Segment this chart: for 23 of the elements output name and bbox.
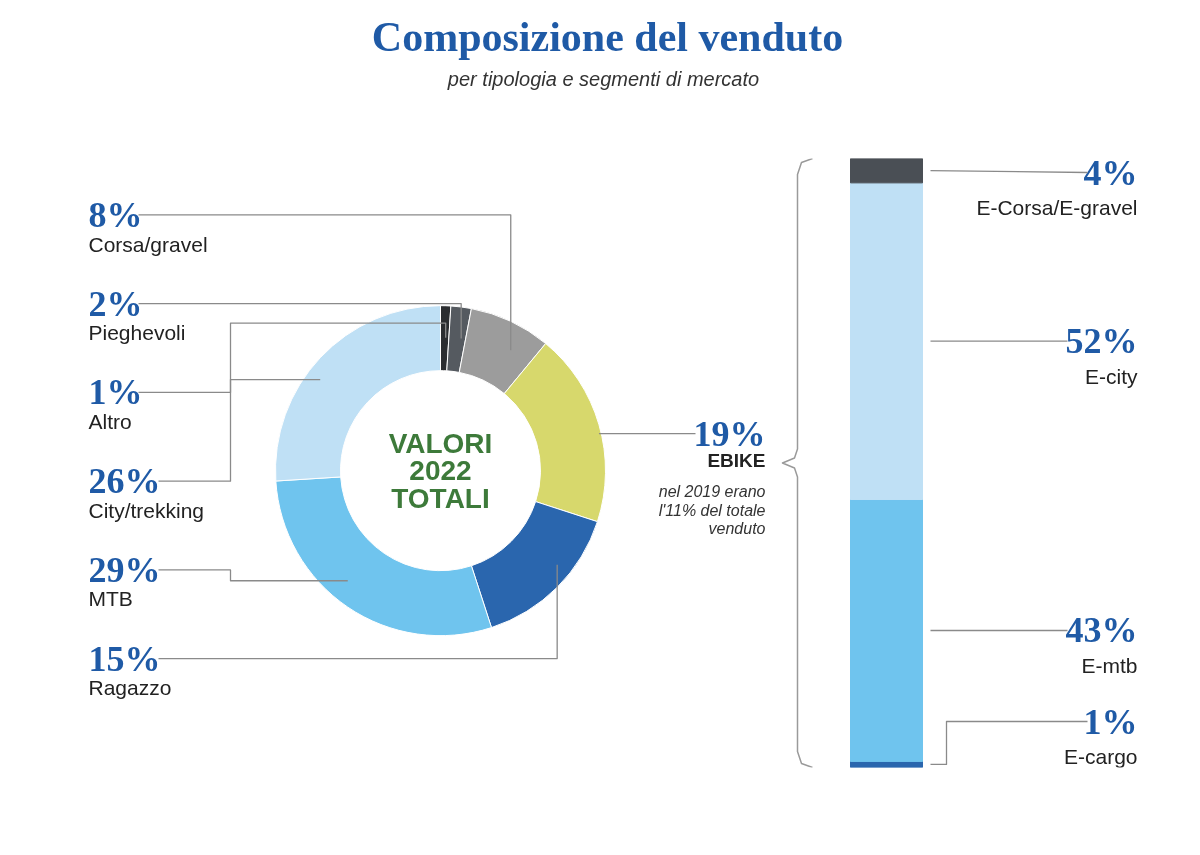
bar [850, 158, 923, 184]
text: VALORI 2022 TOTALI [388, 427, 493, 514]
data-label: 29% [88, 549, 161, 590]
text: E-Corsa/E-gravel [976, 196, 1138, 219]
data-label: 4% [1083, 152, 1138, 193]
data-label: 52% [1065, 321, 1138, 362]
data-label: 1% [1083, 701, 1138, 742]
text: E-mtb [1081, 653, 1138, 677]
bar [850, 499, 923, 762]
text: E-cargo [1063, 745, 1138, 768]
slice-label: Corsa/gravel [88, 232, 208, 256]
slice-label: Pieghevoli [88, 321, 186, 345]
data-label: 15% [88, 638, 161, 679]
bar [850, 182, 923, 501]
data-label: 8% [88, 194, 143, 235]
data-label: 43% [1065, 610, 1138, 651]
chart-title: Composizione del venduto [371, 13, 844, 60]
text: nel 2019 erano l'11% del totale venduto [658, 483, 766, 538]
data-label: 2% [88, 283, 143, 324]
chart-subtitle: per tipologia e segmenti di mercato [446, 67, 760, 90]
text: E-city [1085, 364, 1138, 388]
slice-label: MTB [88, 587, 133, 611]
slice-label: Ragazzo [88, 676, 172, 700]
